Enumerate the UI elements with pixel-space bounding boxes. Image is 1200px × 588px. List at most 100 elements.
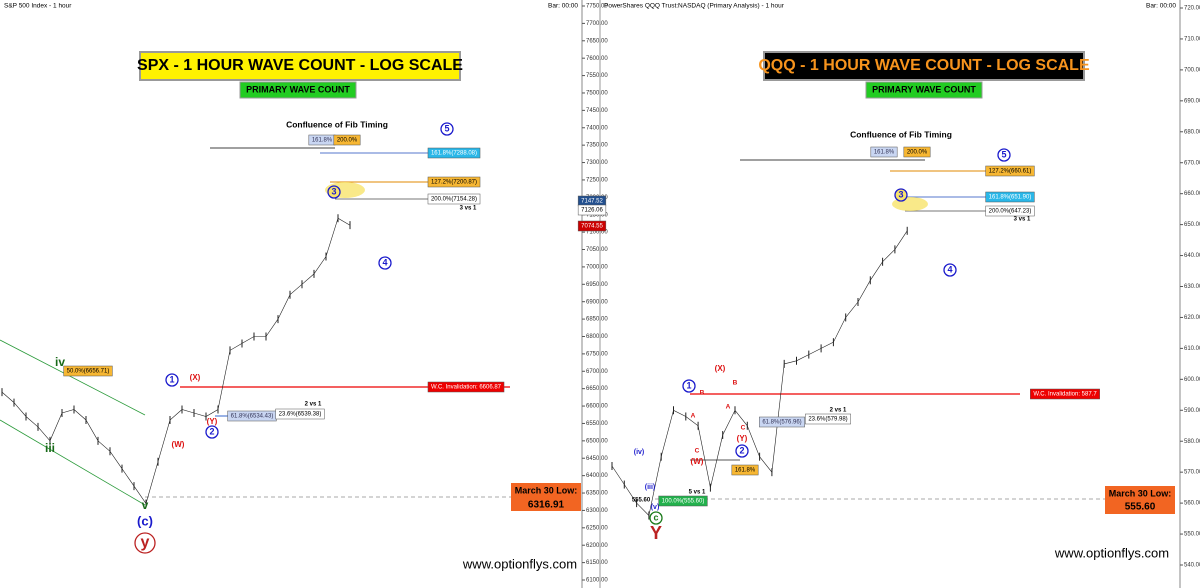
- wave-label: (iii): [645, 484, 656, 491]
- label-chip: [1030, 388, 1100, 400]
- wave-label: (W): [691, 457, 704, 466]
- y-tick-label: 590.00: [1184, 408, 1200, 414]
- y-tick-label: 7450.00: [586, 108, 608, 114]
- wave-label: iv: [55, 355, 65, 369]
- annotation: 61.8%(576.96): [762, 420, 801, 426]
- chart-title: SPX - 1 HOUR WAVE COUNT - LOG SCALE: [137, 57, 463, 74]
- annotation: 127.2%(660.61): [989, 169, 1032, 175]
- low-label: 555.60: [1125, 502, 1156, 513]
- annotation: 200.0%(647.23): [989, 209, 1032, 215]
- y-tick-label: 7350.00: [586, 143, 608, 149]
- wave-label: (W): [172, 440, 185, 449]
- low-label: 6316.91: [528, 500, 565, 511]
- label-chip: [275, 408, 325, 420]
- wave-label: 3: [331, 186, 336, 196]
- annotation: 2 vs 1: [830, 408, 847, 414]
- y-tick-label: 6650.00: [586, 386, 608, 392]
- annotation: 161.8%(651.90): [989, 195, 1032, 201]
- y-tick-label: 670.00: [1184, 160, 1200, 166]
- title-box: [763, 51, 1085, 81]
- label-chip: [985, 191, 1035, 203]
- y-tick-label: 580.00: [1184, 439, 1200, 445]
- annotation: Confluence of Fib Timing: [850, 129, 952, 139]
- wave-circle: [378, 256, 392, 270]
- y-tick-label: 6800.00: [586, 334, 608, 340]
- site-label: www.optionflys.com: [462, 556, 577, 571]
- annotation: Confluence of Fib Timing: [286, 119, 388, 129]
- y-tick-label: 6350.00: [586, 491, 608, 497]
- wave-label: (X): [715, 364, 726, 373]
- annotation: 161.8%: [874, 150, 895, 156]
- annotation: W.C. Invalidation: 6606.87: [431, 385, 502, 391]
- y-tick-label: 6400.00: [586, 473, 608, 479]
- wave-circle: [205, 425, 219, 439]
- y-tick-label: 7250.00: [586, 178, 608, 184]
- y-tick-label: 6100.00: [586, 578, 608, 584]
- y-tick-label: 720.00: [1184, 6, 1200, 12]
- label-chip: [577, 204, 607, 216]
- wave-label: A: [691, 413, 696, 420]
- y-tick-label: 7400.00: [586, 125, 608, 131]
- annotation: 23.6%(579.98): [808, 417, 847, 423]
- label-chip: [333, 134, 361, 146]
- annotation: 7074.55: [581, 224, 603, 230]
- wave-circle: [894, 188, 908, 202]
- wave-circle: [165, 373, 179, 387]
- chart-subtitle: PRIMARY WAVE COUNT: [246, 84, 350, 94]
- bar-label: Bar: 00:00: [1146, 3, 1176, 10]
- annotation: 200.0%(7154.28): [431, 197, 477, 203]
- y-tick-label: 7000.00: [586, 264, 608, 270]
- annotation: 5 vs 1: [689, 490, 706, 496]
- wave-label: c: [653, 512, 658, 522]
- annotation: 50.0%(6656.71): [67, 369, 110, 375]
- low-label: March 30 Low:: [515, 485, 578, 495]
- chart-header: S&P 500 Index - 1 hour: [4, 3, 72, 10]
- wave-circle: [134, 532, 156, 554]
- wave-label: 1: [169, 374, 174, 384]
- wave-label: 5: [1001, 149, 1006, 159]
- wave-circle: [327, 185, 341, 199]
- wave-label: C: [695, 448, 700, 455]
- wave-circle: [943, 263, 957, 277]
- y-tick-label: 6900.00: [586, 299, 608, 305]
- y-tick-label: 570.00: [1184, 470, 1200, 476]
- low-box: [1105, 486, 1175, 514]
- label-chip: [658, 495, 708, 507]
- annotation: 161.8%: [312, 138, 333, 144]
- wave-label: A: [726, 404, 731, 411]
- subtitle-box: [239, 81, 357, 99]
- y-tick-label: 6750.00: [586, 351, 608, 357]
- label-chip: [577, 220, 607, 232]
- trend-line: [0, 419, 146, 506]
- y-tick-label: 630.00: [1184, 284, 1200, 290]
- y-tick-label: 7700.00: [586, 21, 608, 27]
- y-tick-label: 6250.00: [586, 525, 608, 531]
- y-tick-label: 660.00: [1184, 191, 1200, 197]
- y-tick-label: 710.00: [1184, 37, 1200, 43]
- y-tick-label: 7300.00: [586, 160, 608, 166]
- y-tick-label: 620.00: [1184, 315, 1200, 321]
- label-chip: [731, 464, 759, 476]
- y-tick-label: 7550.00: [586, 73, 608, 79]
- wave-label: 4: [947, 264, 952, 274]
- wave-label: 1: [686, 380, 691, 390]
- wave-label: Y: [650, 523, 662, 543]
- y-tick-label: 6600.00: [586, 404, 608, 410]
- wave-label: iii: [45, 441, 55, 455]
- y-tick-label: 6550.00: [586, 421, 608, 427]
- wave-circle: [682, 379, 696, 393]
- wave-label: (c): [137, 513, 153, 528]
- wave-circle: [649, 511, 663, 525]
- label-chip: [903, 146, 931, 158]
- y-tick-label: 7050.00: [586, 247, 608, 253]
- y-tick-label: 7100.00: [586, 230, 608, 236]
- y-tick-label: 640.00: [1184, 253, 1200, 259]
- annotation: W.C. Invalidation: 587.7: [1033, 392, 1097, 398]
- y-tick-label: 680.00: [1184, 129, 1200, 135]
- label-chip: [63, 365, 113, 377]
- y-tick-label: 7500.00: [586, 91, 608, 97]
- label-chip: [427, 147, 481, 159]
- annotation: 161.8%(7288.08): [431, 151, 477, 157]
- wave-circle: [735, 444, 749, 458]
